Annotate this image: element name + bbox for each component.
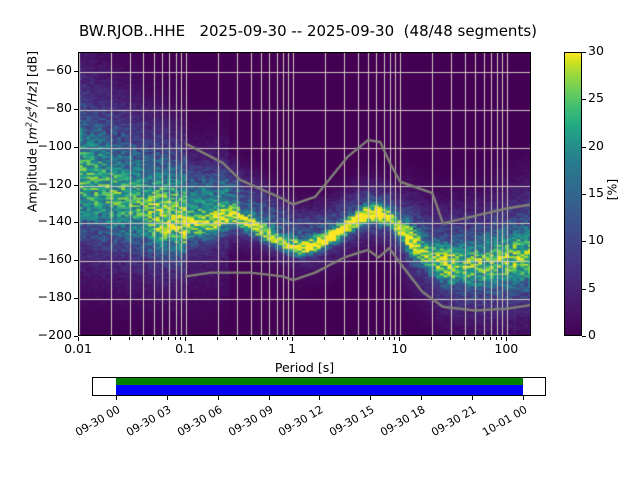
colorbar-tick-mark <box>582 241 586 242</box>
x-tick-mark <box>394 337 395 340</box>
colorbar-tick-mark <box>582 336 586 337</box>
x-tick-mark <box>389 337 390 340</box>
y-tick-mark <box>74 109 78 110</box>
colorbar-tick-mark <box>582 147 586 148</box>
x-tick-mark <box>383 337 384 340</box>
coverage-tick-label: 09-30 18 <box>368 403 428 445</box>
x-tick-mark <box>474 337 475 340</box>
coverage-tick-label: 09-30 06 <box>164 403 224 445</box>
colorbar-tick-label: 5 <box>588 282 628 294</box>
y-tick-mark <box>74 147 78 148</box>
colorbar-tick-mark <box>582 194 586 195</box>
colorbar-tick-label: 25 <box>588 92 628 104</box>
y-tick-mark <box>74 222 78 223</box>
y-tick-label: −120 <box>12 178 72 190</box>
ppsd-axes <box>78 52 531 336</box>
x-tick-label: 1 <box>262 341 322 356</box>
y-tick-label: −100 <box>12 140 72 152</box>
colorbar-tick-mark <box>582 52 586 53</box>
plot-title: BW.RJOB..HHE 2025-09-30 -- 2025-09-30 (4… <box>0 22 616 40</box>
colorbar-tick-label: 0 <box>588 329 628 341</box>
coverage-tick-label: 09-30 21 <box>419 403 479 445</box>
colorbar <box>564 52 582 336</box>
x-tick-mark <box>343 337 344 340</box>
y-tick-mark <box>74 185 78 186</box>
y-tick-label: −160 <box>12 253 72 265</box>
colorbar-tick-mark <box>582 99 586 100</box>
x-tick-mark <box>357 337 358 340</box>
colorbar-tick-mark <box>582 289 586 290</box>
x-tick-mark <box>367 337 368 340</box>
coverage-tick-label: 09-30 09 <box>215 403 275 445</box>
y-tick-mark <box>74 298 78 299</box>
x-tick-mark <box>268 337 269 340</box>
colorbar-label: [%] <box>605 170 620 210</box>
ppsd-figure: BW.RJOB..HHE 2025-09-30 -- 2025-09-30 (4… <box>0 0 640 480</box>
y-tick-label: −200 <box>12 329 72 341</box>
coverage-tick-label: 09-30 15 <box>317 403 377 445</box>
x-tick-mark <box>180 337 181 340</box>
x-tick-mark <box>450 337 451 340</box>
noise-model-curves <box>79 53 531 336</box>
coverage-tick-label: 10-01 00 <box>469 403 529 445</box>
coverage-tick-mark <box>370 396 371 400</box>
x-tick-label: 100 <box>476 341 536 356</box>
x-tick-mark <box>464 337 465 340</box>
coverage-tick-mark <box>218 396 219 400</box>
x-tick-label: 10 <box>369 341 429 356</box>
x-tick-mark <box>217 337 218 340</box>
colorbar-tick-label: 10 <box>588 234 628 246</box>
x-tick-mark <box>236 337 237 340</box>
y-tick-label: −140 <box>12 215 72 227</box>
coverage-tick-mark <box>472 396 473 400</box>
x-axis-label: Period [s] <box>78 360 531 375</box>
y-tick-label: −180 <box>12 291 72 303</box>
x-tick-mark <box>490 337 491 340</box>
y-tick-mark <box>74 71 78 72</box>
x-tick-mark <box>168 337 169 340</box>
coverage-tick-mark <box>319 396 320 400</box>
x-tick-mark <box>260 337 261 340</box>
coverage-segment-green <box>116 378 523 385</box>
x-tick-label: 0.1 <box>155 341 215 356</box>
colorbar-tick-label: 30 <box>588 45 628 57</box>
x-tick-mark <box>282 337 283 340</box>
x-tick-mark <box>431 337 432 340</box>
x-tick-mark <box>501 337 502 340</box>
coverage-tick-label: 09-30 12 <box>266 403 326 445</box>
y-tick-label: −80 <box>12 102 72 114</box>
x-tick-mark <box>287 337 288 340</box>
y-tick-mark <box>74 260 78 261</box>
x-tick-mark <box>496 337 497 340</box>
x-tick-mark <box>153 337 154 340</box>
y-tick-label: −60 <box>12 64 72 76</box>
x-tick-mark <box>110 337 111 340</box>
coverage-bar <box>92 377 546 396</box>
x-tick-mark <box>250 337 251 340</box>
x-tick-mark <box>142 337 143 340</box>
x-tick-mark <box>276 337 277 340</box>
x-tick-mark <box>324 337 325 340</box>
coverage-tick-mark <box>167 396 168 400</box>
x-tick-mark <box>175 337 176 340</box>
x-tick-mark <box>483 337 484 340</box>
colorbar-tick-label: 20 <box>588 140 628 152</box>
coverage-tick-mark <box>421 396 422 400</box>
x-tick-label: 0.01 <box>48 341 108 356</box>
x-tick-mark <box>375 337 376 340</box>
coverage-tick-mark <box>269 396 270 400</box>
coverage-tick-label: 09-30 03 <box>113 403 173 445</box>
x-tick-mark <box>129 337 130 340</box>
x-tick-mark <box>161 337 162 340</box>
coverage-tick-mark <box>523 396 524 400</box>
coverage-tick-mark <box>116 396 117 400</box>
coverage-tick-label: 09-30 00 <box>62 403 122 445</box>
coverage-segment-blue <box>116 385 523 395</box>
